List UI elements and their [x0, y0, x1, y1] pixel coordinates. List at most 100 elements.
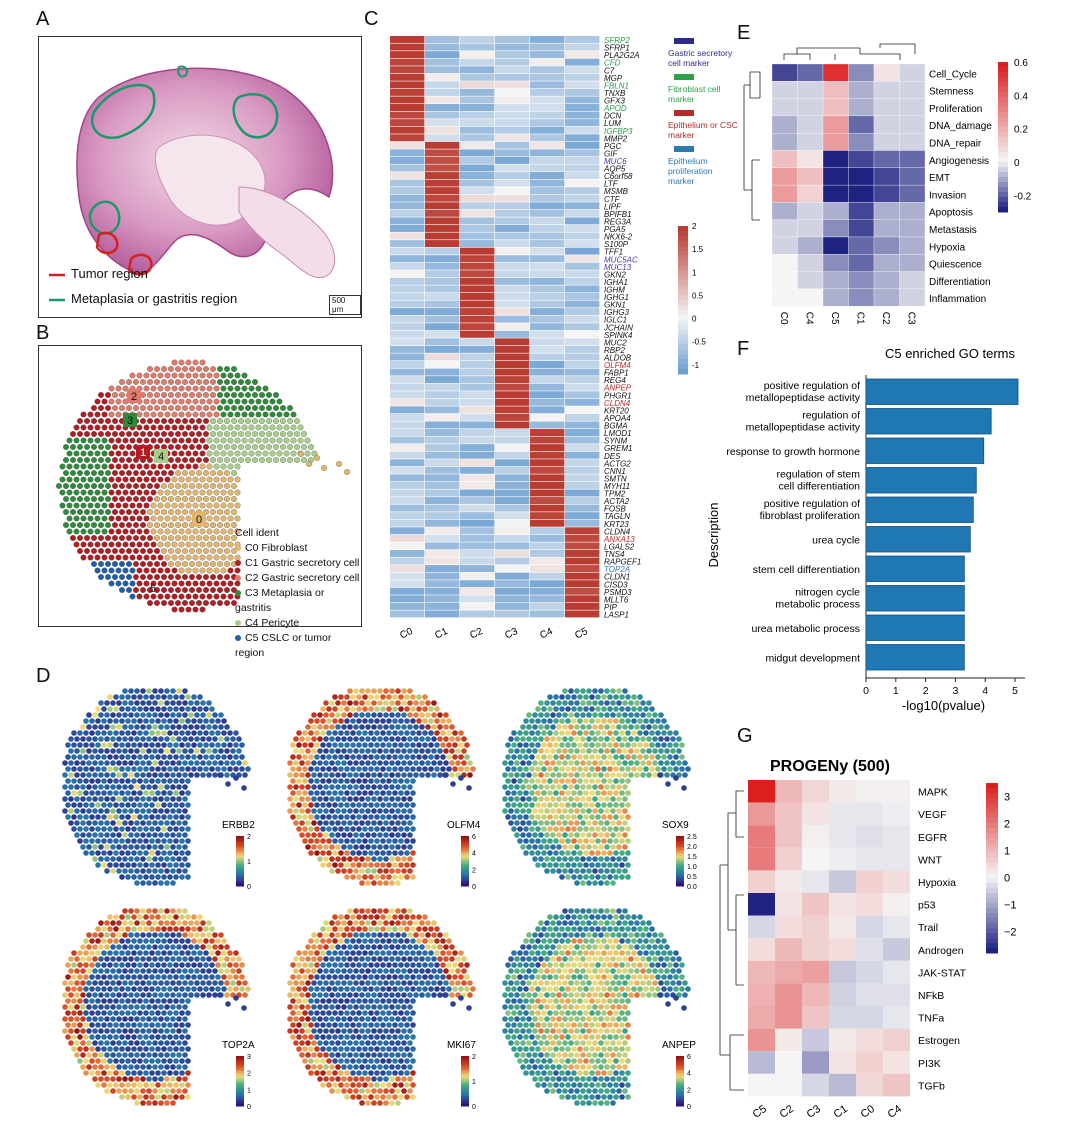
csc-marker-label: Epithelium or CSC marker	[668, 120, 738, 140]
heatmap-cell	[530, 573, 564, 580]
heatmap-cell	[495, 369, 529, 376]
cluster-spot	[137, 438, 143, 444]
colorbar-segment	[678, 325, 688, 330]
heatmap-cell	[460, 414, 494, 421]
panel-letter-b: B	[36, 322, 49, 345]
expression-spot	[559, 814, 565, 820]
expression-spot	[161, 862, 167, 868]
expression-spot	[140, 784, 146, 790]
cluster-spot	[235, 464, 241, 470]
heatmap-cell	[390, 44, 424, 51]
expression-spot	[640, 712, 646, 718]
expression-spot	[434, 754, 440, 760]
expression-spot	[356, 1010, 362, 1016]
cluster-spot	[102, 568, 108, 574]
fibroblast-marker-label: Fibroblast cell marker	[668, 84, 738, 104]
expression-spot	[149, 718, 155, 724]
expression-spot	[185, 730, 191, 736]
expression-spot	[116, 868, 122, 874]
expression-spot	[431, 748, 437, 754]
cluster-spot	[158, 490, 164, 496]
expression-spot	[559, 826, 565, 832]
expression-spot	[610, 868, 616, 874]
expression-spot	[329, 832, 335, 838]
expression-spot	[368, 914, 374, 920]
expression-spot	[377, 820, 383, 826]
expression-spot	[368, 986, 374, 992]
expression-spot	[125, 778, 131, 784]
expression-spot	[380, 850, 386, 856]
expression-spot	[398, 950, 404, 956]
colorbar-tick: 2.5	[687, 834, 697, 841]
expression-spot	[128, 1004, 134, 1010]
cluster-spot	[137, 516, 143, 522]
heatmap-cell	[460, 437, 494, 444]
expression-spot	[580, 844, 586, 850]
marker-legend: Gastric secretory cell marker Fibroblast…	[668, 36, 738, 186]
cluster-spot	[102, 503, 108, 509]
expression-spot	[209, 974, 215, 980]
heatmap-cell	[565, 331, 599, 338]
heatmap-cell	[425, 459, 459, 466]
expression-spot	[215, 754, 221, 760]
expression-spot	[613, 826, 619, 832]
cluster-spot	[182, 457, 188, 463]
expression-spot	[95, 718, 101, 724]
expression-spot	[167, 694, 173, 700]
cell-ident-item: C3 Metaplasia or gastritis	[235, 586, 361, 616]
heatmap-cell	[565, 149, 599, 156]
expression-spot	[583, 814, 589, 820]
cluster-spot	[119, 470, 125, 476]
expression-spot	[359, 688, 365, 694]
cluster-spot	[284, 425, 290, 431]
expression-spot	[422, 754, 428, 760]
expression-spot	[607, 862, 613, 868]
expression-spot	[443, 724, 449, 730]
expression-spot	[374, 826, 380, 832]
expression-spot	[293, 736, 299, 742]
heatmap-cell	[460, 119, 494, 126]
expression-spot	[353, 1016, 359, 1022]
expression-spot	[128, 796, 134, 802]
expression-spot	[185, 814, 191, 820]
expression-spot	[356, 950, 362, 956]
expression-spot	[134, 944, 140, 950]
expression-spot	[167, 730, 173, 736]
expression-spot	[212, 992, 218, 998]
expression-spot	[98, 712, 104, 718]
expression-spot	[224, 944, 230, 950]
cluster-spot	[154, 535, 160, 541]
expression-spot	[613, 790, 619, 796]
expression-spot	[95, 730, 101, 736]
cluster-spot	[126, 522, 132, 528]
heatmap-cell	[530, 437, 564, 444]
expression-spot	[377, 932, 383, 938]
expression-spot	[323, 980, 329, 986]
expression-spot	[580, 772, 586, 778]
cluster-spot	[109, 451, 115, 457]
expression-spot	[98, 1004, 104, 1010]
expression-spot	[152, 1052, 158, 1058]
expression-spot	[538, 832, 544, 838]
expression-spot	[113, 962, 119, 968]
expression-spot	[332, 1010, 338, 1016]
expression-spot	[547, 790, 553, 796]
heatmap-cell	[530, 361, 564, 368]
heatmap-cell	[425, 187, 459, 194]
heatmap-cell	[495, 580, 529, 587]
expression-spot	[568, 736, 574, 742]
expression-spot	[197, 694, 203, 700]
expression-spot	[113, 1046, 119, 1052]
expression-spot	[514, 832, 520, 838]
expression-spot	[610, 700, 616, 706]
expression-spot	[559, 874, 565, 880]
expression-spot	[329, 932, 335, 938]
cluster-spot	[179, 503, 185, 509]
cluster-spot	[112, 470, 118, 476]
expression-spot	[101, 814, 107, 820]
expression-spot	[122, 1040, 128, 1046]
expression-spot	[344, 754, 350, 760]
expression-spot	[173, 926, 179, 932]
expression-spot	[344, 862, 350, 868]
expression-spot	[80, 796, 86, 802]
